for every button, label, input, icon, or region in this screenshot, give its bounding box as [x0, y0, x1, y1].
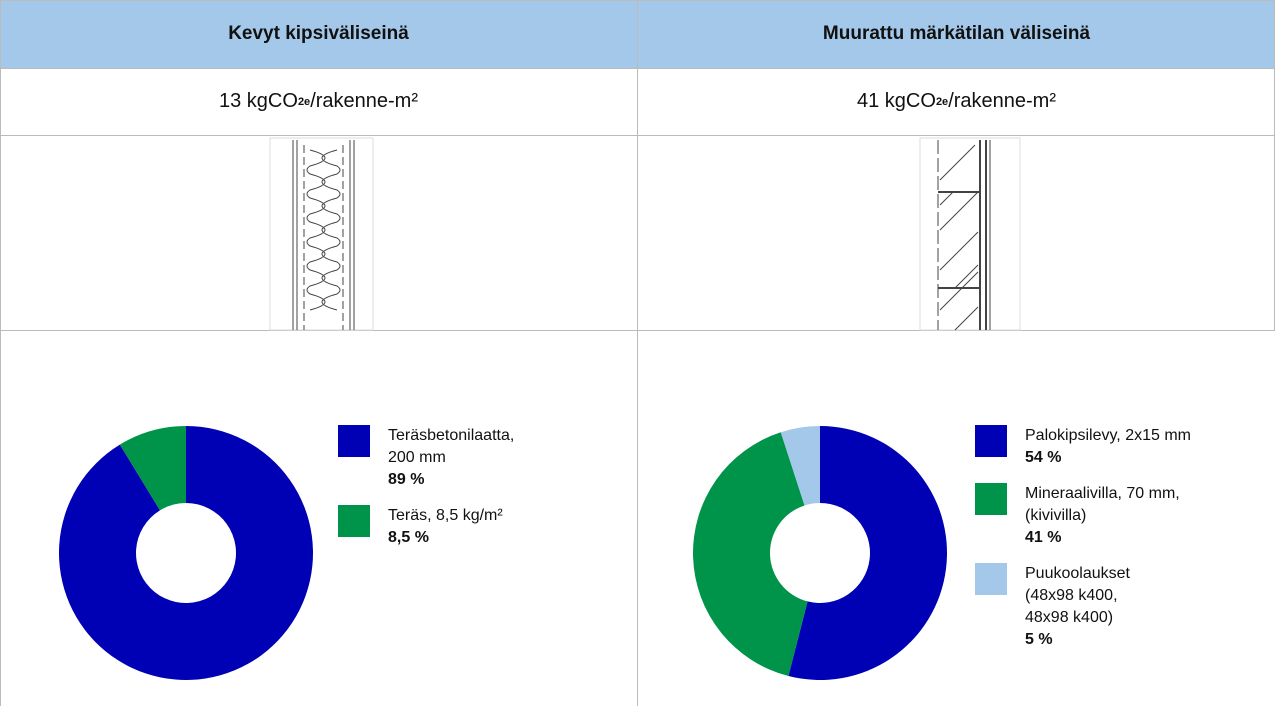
emission-suffix: /rakenne-m² [310, 90, 418, 112]
legend-text: Palokipsilevy, 2x15 mm 54 % [1025, 425, 1225, 469]
legend-value: 54 % [1025, 449, 1062, 466]
donut-slice [119, 426, 186, 511]
legend-value: 89 % [388, 471, 425, 488]
legend-swatch [975, 563, 1007, 595]
legend-value: 5 % [1025, 631, 1053, 648]
legend: Palokipsilevy, 2x15 mm 54 % Mineraalivilla… [975, 425, 1225, 665]
legend-text: Teräsbetonilaatta, 200 mm 89 % [388, 425, 538, 491]
wall-section-drawing [919, 137, 1021, 331]
legend-item: Teräsbetonilaatta, 200 mm 89 % [338, 425, 538, 491]
donut-slice [692, 432, 808, 677]
donut-slice [780, 426, 820, 506]
column-header: Muurattu märkätilan väliseinä [638, 0, 1275, 68]
emission-prefix: 41 kgCO [857, 90, 936, 112]
legend-text: Puukoolaukset (48x98 k400, 48x98 k400) 5 … [1025, 563, 1155, 651]
legend-swatch [975, 483, 1007, 515]
column-line [0, 0, 1, 706]
emission-sub: 2e [935, 95, 949, 108]
legend-item: Palokipsilevy, 2x15 mm 54 % [975, 425, 1225, 469]
legend-label: Teräs, 8,5 kg/m² [388, 507, 503, 524]
wall-section-drawing [269, 137, 374, 331]
donut-slice [788, 426, 947, 681]
legend-label: Teräsbetonilaatta, 200 mm [388, 427, 515, 466]
legend-swatch [338, 505, 370, 537]
legend-swatch [338, 425, 370, 457]
legend-value: 8,5 % [388, 529, 429, 546]
legend-label: Puukoolaukset (48x98 k400, 48x98 k400) [1025, 565, 1130, 626]
column-line [637, 0, 638, 706]
emission-prefix: 13 kgCO [219, 90, 298, 112]
legend-item: Mineraalivilla, 70 mm, (kivivilla) 41 % [975, 483, 1225, 549]
column-header: Kevyt kipsiväliseinä [0, 0, 637, 68]
emission-suffix: /rakenne-m² [948, 90, 1056, 112]
legend-item: Puukoolaukset (48x98 k400, 48x98 k400) 5 … [975, 563, 1225, 651]
legend-swatch [975, 425, 1007, 457]
legend-label: Palokipsilevy, 2x15 mm [1025, 427, 1191, 444]
legend-text: Teräs, 8,5 kg/m² 8,5 % [388, 505, 503, 549]
legend-label: Mineraalivilla, 70 mm, (kivivilla) [1025, 485, 1180, 524]
legend-item: Teräs, 8,5 kg/m² 8,5 % [338, 505, 538, 549]
legend-value: 41 % [1025, 529, 1062, 546]
emission-value: 13 kgCO 2e/rakenne-m² [0, 68, 637, 135]
emission-sub: 2e [297, 95, 311, 108]
legend-text: Mineraalivilla, 70 mm, (kivivilla) 41 % [1025, 483, 1205, 549]
emission-value: 41 kgCO 2e/rakenne-m² [638, 68, 1275, 135]
donut-slice [58, 426, 313, 680]
legend: Teräsbetonilaatta, 200 mm 89 % Teräs, 8,5 … [338, 425, 538, 563]
